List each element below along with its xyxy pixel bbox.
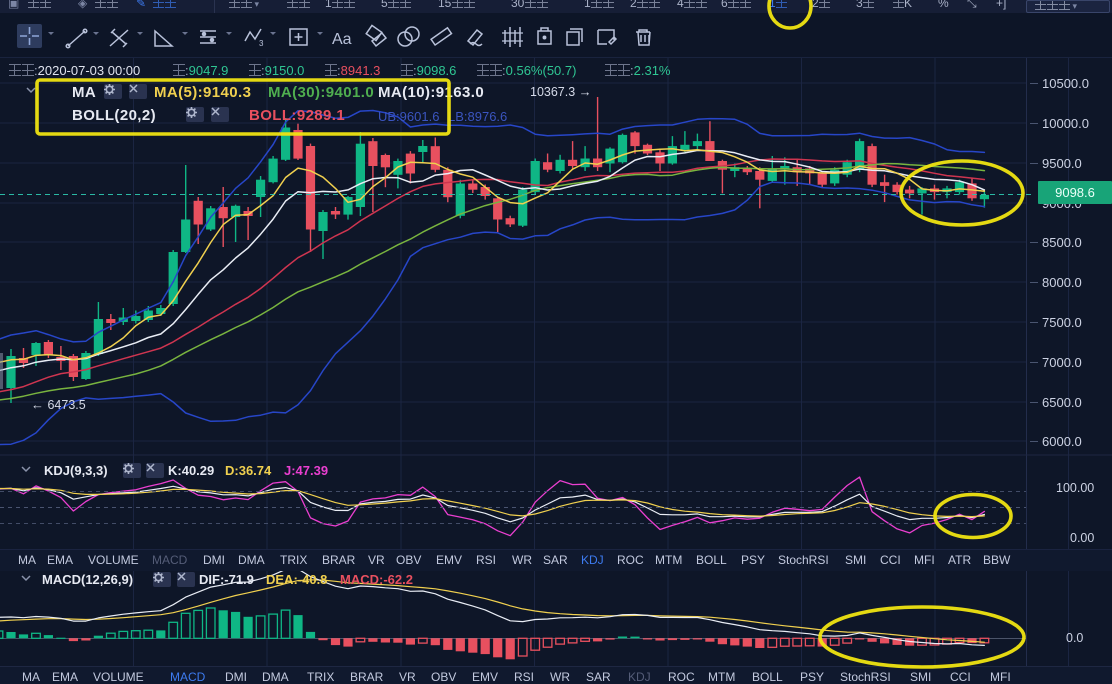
svg-text:3: 3	[259, 39, 264, 48]
svg-text:Aa: Aa	[332, 31, 352, 48]
